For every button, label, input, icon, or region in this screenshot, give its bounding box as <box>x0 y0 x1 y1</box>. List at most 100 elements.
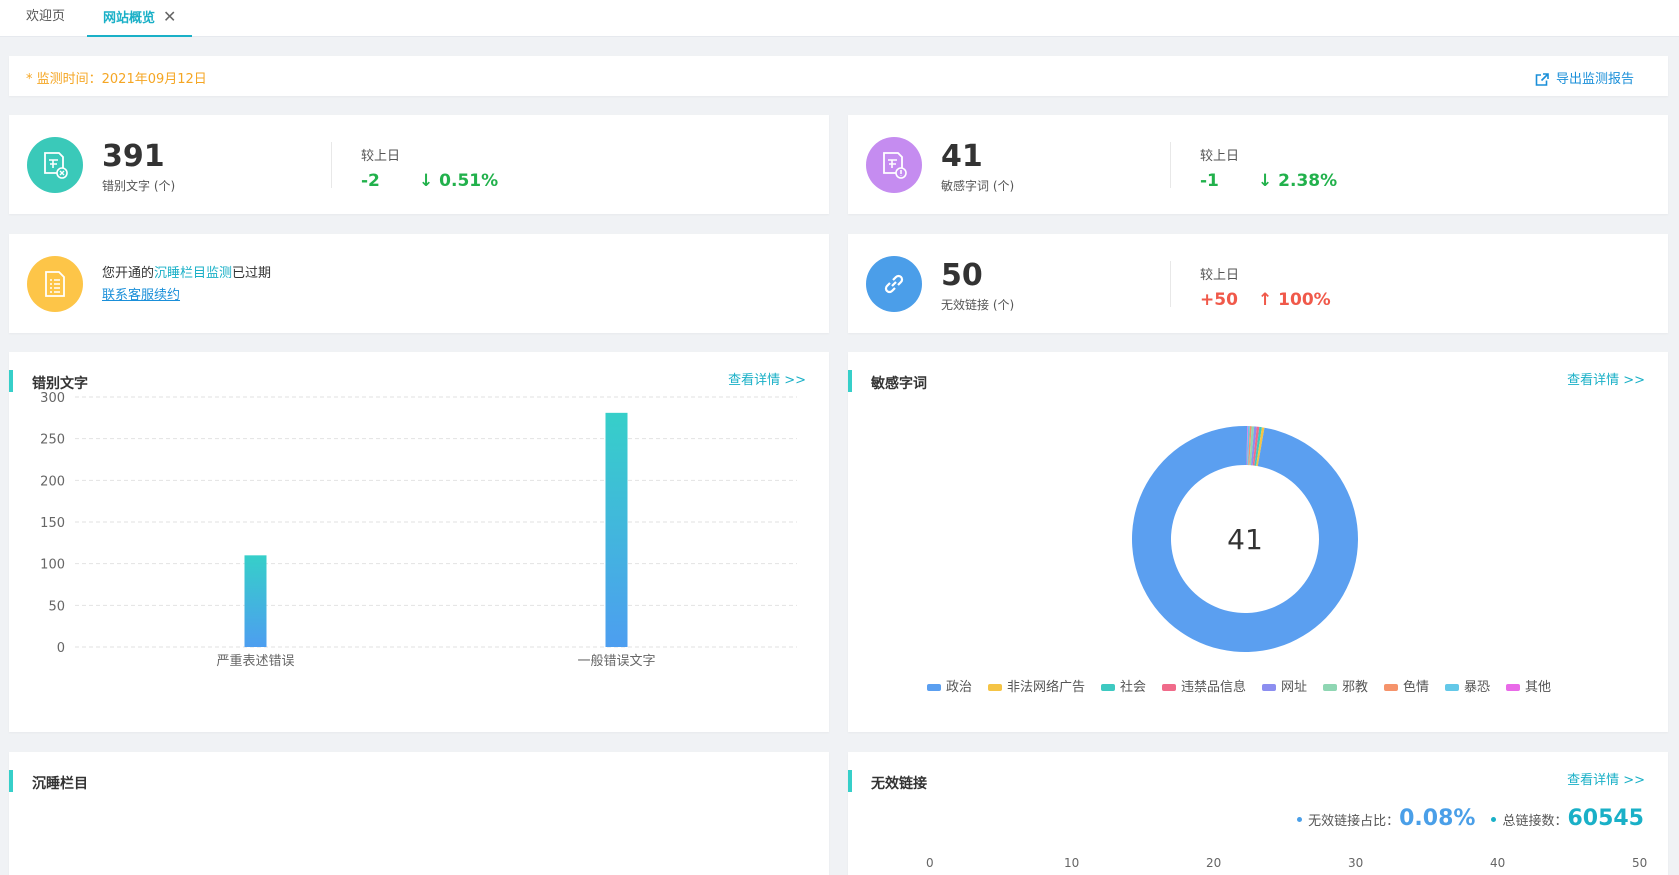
y-tick-label: 50 <box>48 599 65 614</box>
legend-swatch <box>1384 684 1398 691</box>
monitor-time: * 监测时间：2021年09月12日 <box>26 72 207 87</box>
links-count: 50 <box>941 258 983 293</box>
stat-card-sensitive: 41 敏感字词 (个) 较上日 -1 ↓ 2.38% <box>848 115 1668 214</box>
export-report-label: 导出监测报告 <box>1555 72 1634 87</box>
typo-document-icon <box>27 137 83 193</box>
links-axis-tick: 30 <box>1348 856 1364 870</box>
donut-center-label: 41 <box>1227 523 1263 556</box>
bar <box>605 412 628 647</box>
sleep-prefix: 您开通的 <box>102 266 155 281</box>
sensitive-unit: 敏感字词 (个) <box>941 179 1015 193</box>
legend-swatch <box>1323 684 1337 691</box>
close-icon[interactable]: ✕ <box>163 7 177 26</box>
typos-bar-chart: 0 50 100 150 200 250 300 严重表述错误 一般错误文字 <box>40 391 797 669</box>
legend-swatch <box>1101 684 1115 691</box>
divider <box>1170 142 1171 188</box>
legend-swatch <box>1445 684 1459 691</box>
contact-support-link[interactable]: 联系客服续约 <box>102 288 181 303</box>
legend-label: 色情 <box>1403 679 1429 695</box>
links-compare-label: 较上日 <box>1200 268 1240 283</box>
y-tick-label: 0 <box>57 641 65 656</box>
legend-label: 网址 <box>1281 680 1307 695</box>
y-tick-label: 200 <box>40 474 65 489</box>
x-tick-label: 严重表述错误 <box>216 653 294 669</box>
typo-count: 391 <box>102 139 165 174</box>
sleep-suffix: 已过期 <box>232 266 272 281</box>
legend-label: 暴恐 <box>1464 680 1490 695</box>
sleep-columns-panel: 沉睡栏目 <box>9 752 829 875</box>
typo-unit: 错别文字 (个) <box>102 179 176 193</box>
pie-slice <box>1132 426 1358 652</box>
pie-slice <box>1254 426 1262 466</box>
tab-welcome[interactable]: 欢迎页 <box>26 0 65 37</box>
export-report-link[interactable]: 导出监测报告 <box>1535 68 1634 87</box>
legend-label: 政治 <box>946 680 972 695</box>
sensitive-donut-chart: 41 政治 非法网络广告 社会 违禁品信息 网址 邪教 色情 暴恐 其他 <box>927 426 1551 695</box>
sleep-panel-title: 沉睡栏目 <box>9 770 88 792</box>
stat-card-sleep-columns: 您开通的沉睡栏目监测已过期 联系客服续约 <box>9 234 829 333</box>
ratio-label: 无效链接占比： <box>1308 814 1400 829</box>
typos-view-details-link[interactable]: 查看详情 >> <box>728 373 806 388</box>
pie-slice <box>1248 426 1252 466</box>
typo-percent: ↓ 0.51% <box>419 171 499 191</box>
pie-slice <box>1252 426 1260 466</box>
links-axis-tick: 40 <box>1490 856 1506 870</box>
total-value: 60545 <box>1567 806 1644 831</box>
links-axis-tick: 20 <box>1206 856 1222 870</box>
links-ratio-summary: 无效链接占比：0.08% 总链接数：60545 <box>1297 806 1644 831</box>
pie-slice <box>1246 426 1249 466</box>
sensitive-delta: -1 <box>1200 171 1219 191</box>
tab-bar: 欢迎页 网站概览 ✕ <box>0 0 1679 37</box>
links-view-details-link[interactable]: 查看详情 >> <box>1567 773 1645 788</box>
pie-slice <box>1247 426 1250 466</box>
y-tick-label: 250 <box>40 433 65 448</box>
legend-swatch <box>1262 684 1276 691</box>
legend-swatch <box>1506 684 1520 691</box>
stat-card-invalid-links: 50 无效链接 (个) 较上日 +50 ↑ 100% <box>848 234 1668 333</box>
links-panel-title: 无效链接 <box>848 770 927 792</box>
ratio-value: 0.08% <box>1399 806 1476 831</box>
typos-panel: 错别文字 查看详情 >> 0 50 100 150 200 250 300 严重表述错误 一般错… <box>9 352 829 732</box>
total-label: 总链接数： <box>1502 814 1568 829</box>
y-tick-label: 150 <box>40 516 65 531</box>
links-unit: 无效链接 (个) <box>941 298 1015 312</box>
y-tick-label: 300 <box>40 391 65 406</box>
links-axis-tick: 10 <box>1064 856 1080 870</box>
links-axis-tick: 50 <box>1632 856 1648 870</box>
link-icon <box>866 256 922 312</box>
y-tick-label: 100 <box>40 558 65 573</box>
sensitive-compare-label: 较上日 <box>1200 149 1240 164</box>
typo-delta: -2 <box>361 171 380 191</box>
pie-slice <box>1256 427 1265 467</box>
legend-label: 社会 <box>1120 679 1146 695</box>
sensitive-percent: ↓ 2.38% <box>1258 171 1338 191</box>
legend-label: 违禁品信息 <box>1181 679 1246 695</box>
legend-label: 非法网络广告 <box>1007 679 1085 695</box>
x-tick-label: 一般错误文字 <box>577 653 655 669</box>
links-axis-tick: 0 <box>926 856 934 870</box>
divider <box>331 142 332 188</box>
list-document-icon <box>27 256 83 312</box>
sensitive-count: 41 <box>941 139 983 174</box>
bar <box>244 555 267 647</box>
typos-panel-title: 错别文字 <box>9 370 88 392</box>
legend-swatch <box>988 684 1002 691</box>
invalid-links-panel: 无效链接 查看详情 >> 无效链接占比：0.08% 总链接数：60545 0 10… <box>848 752 1668 875</box>
stat-card-typos: 391 错别文字 (个) 较上日 -2 ↓ 0.51% <box>9 115 829 214</box>
sleep-expired-message: 您开通的沉睡栏目监测已过期 联系客服续约 <box>102 263 271 307</box>
tab-site-overview-label: 网站概览 <box>103 11 156 26</box>
total-dot <box>1491 817 1497 822</box>
legend-label: 邪教 <box>1342 679 1368 695</box>
divider <box>1170 261 1171 307</box>
legend-label: 其他 <box>1525 680 1551 695</box>
tab-site-overview[interactable]: 网站概览 ✕ <box>87 0 193 37</box>
sensitive-panel: 敏感字词 查看详情 >> 41 政治 非法网络广告 社会 违禁品信息 网址 邪教 色情 暴恐 其他 <box>848 352 1668 732</box>
links-percent: ↑ 100% <box>1258 290 1331 310</box>
ratio-dot <box>1297 817 1303 822</box>
typo-compare-label: 较上日 <box>361 149 401 164</box>
sensitive-view-details-link[interactable]: 查看详情 >> <box>1567 373 1645 388</box>
links-delta: +50 <box>1200 290 1238 310</box>
pie-slice <box>1249 426 1255 466</box>
export-icon <box>1535 73 1549 86</box>
legend-swatch <box>1162 684 1176 691</box>
